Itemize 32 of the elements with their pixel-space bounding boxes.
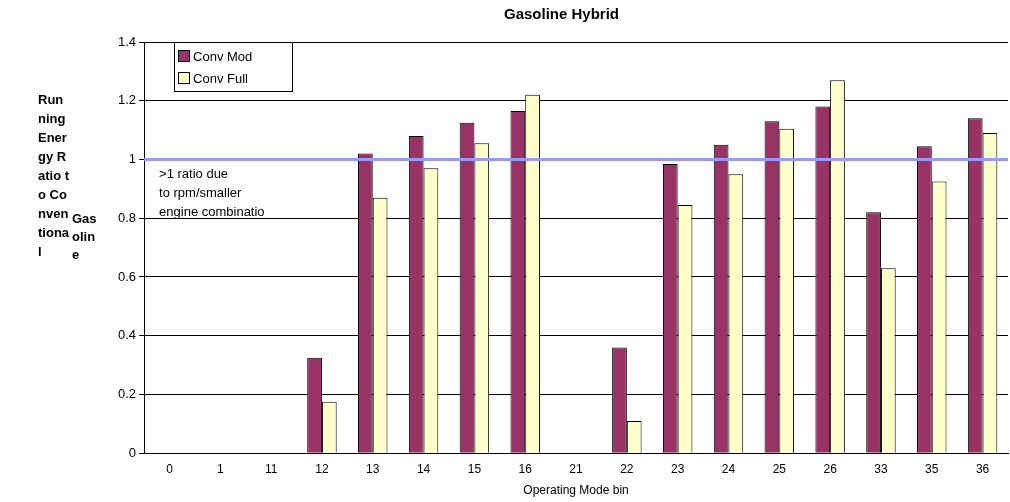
x-tick-label: 33 bbox=[874, 461, 888, 476]
x-tick-label: 15 bbox=[467, 461, 482, 476]
legend-label: Conv Mod bbox=[193, 48, 253, 64]
y-tick-label: 1.2 bbox=[117, 92, 137, 108]
y-tick-label: 0 bbox=[128, 444, 137, 460]
text: Running Energy Ratio to Conventional bbox=[38, 92, 70, 259]
x-tick-label: 24 bbox=[721, 461, 736, 476]
x-tick-label: 1 bbox=[216, 461, 224, 476]
y-tick-label: 1 bbox=[128, 151, 137, 167]
x-tick-label: 13 bbox=[366, 461, 380, 476]
x-tick-label: 36 bbox=[975, 461, 990, 476]
x-tick-label: 25 bbox=[772, 461, 787, 476]
y-tick-label: 0.2 bbox=[117, 386, 137, 402]
x-tick-label: 35 bbox=[925, 461, 939, 476]
x-tick-label: 21 bbox=[569, 461, 584, 476]
y-tick-label: 0.4 bbox=[117, 327, 137, 343]
text: Gasoline bbox=[72, 210, 98, 264]
x-tick-label: 11 bbox=[264, 461, 278, 476]
x-tick-label: 16 bbox=[518, 461, 533, 476]
x-tick-label: 14 bbox=[416, 461, 431, 476]
legend-label: Conv Full bbox=[193, 70, 248, 86]
x-tick-label: 22 bbox=[620, 461, 634, 476]
annotation: >1 ratio due to rpm/smaller engine combinatio bbox=[159, 165, 265, 219]
y-tick-label: 0.8 bbox=[117, 209, 137, 225]
x-tick-label: 23 bbox=[670, 461, 685, 476]
x-tick-label: 0 bbox=[166, 461, 174, 476]
x-tick-label: 12 bbox=[315, 461, 329, 476]
x-tick-label: 26 bbox=[823, 461, 838, 476]
y-tick-label: 1.4 bbox=[117, 33, 137, 49]
y-tick-label: 0.6 bbox=[117, 268, 137, 284]
x-axis-title: Operating Mode bin bbox=[523, 483, 629, 498]
chart-title: Gasoline Hybrid bbox=[503, 5, 620, 23]
